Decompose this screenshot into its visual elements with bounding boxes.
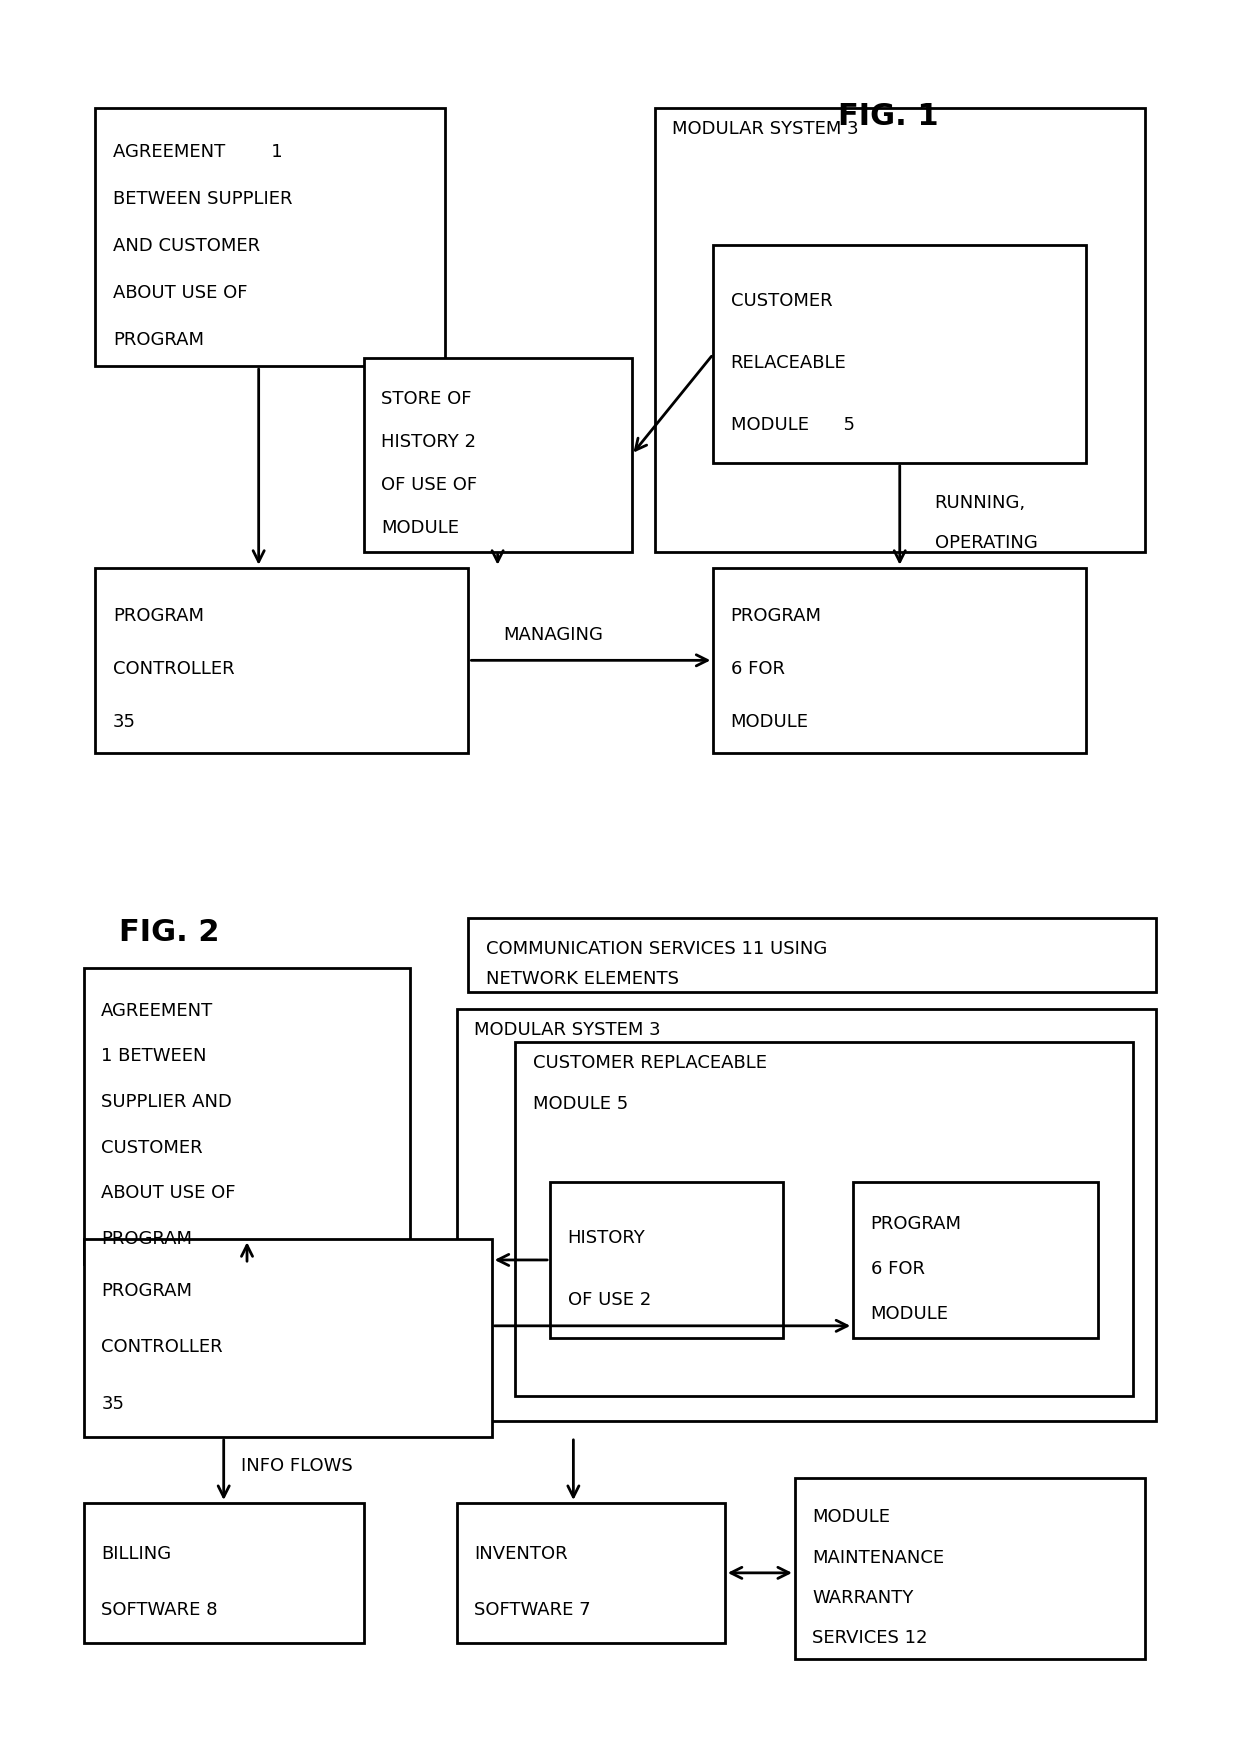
- Text: AGREEMENT: AGREEMENT: [102, 1002, 213, 1020]
- Text: AGREEMENT        1: AGREEMENT 1: [113, 144, 283, 161]
- Bar: [95, 109, 445, 366]
- Bar: [84, 1503, 363, 1643]
- Text: MODULE: MODULE: [381, 519, 459, 538]
- Text: SUPPLIER AND: SUPPLIER AND: [102, 1093, 232, 1111]
- Text: FIG. 2: FIG. 2: [119, 918, 219, 948]
- Text: WARRANTY: WARRANTY: [812, 1589, 914, 1607]
- Bar: [515, 1042, 1133, 1396]
- Text: MODULAR SYSTEM 3: MODULAR SYSTEM 3: [474, 1021, 661, 1039]
- Text: MODULAR SYSTEM 3: MODULAR SYSTEM 3: [672, 121, 859, 138]
- Bar: [363, 357, 631, 552]
- Text: CUSTOMER: CUSTOMER: [102, 1139, 203, 1156]
- Text: MODULE 5: MODULE 5: [532, 1095, 627, 1113]
- Text: CUSTOMER REPLACEABLE: CUSTOMER REPLACEABLE: [532, 1055, 766, 1072]
- Text: MAINTENANCE: MAINTENANCE: [812, 1549, 945, 1566]
- Text: AND CUSTOMER: AND CUSTOMER: [113, 237, 260, 256]
- Text: PROGRAM: PROGRAM: [730, 608, 822, 625]
- Text: STORE OF: STORE OF: [381, 391, 471, 408]
- Text: ABOUT USE OF: ABOUT USE OF: [113, 284, 248, 301]
- Bar: [551, 1181, 784, 1339]
- Text: PROGRAM: PROGRAM: [113, 608, 203, 625]
- Text: BILLING: BILLING: [102, 1545, 171, 1563]
- Bar: [84, 967, 410, 1265]
- Text: 1 BETWEEN: 1 BETWEEN: [102, 1048, 207, 1065]
- Text: MODULE: MODULE: [870, 1305, 949, 1323]
- Text: BETWEEN SUPPLIER: BETWEEN SUPPLIER: [113, 191, 293, 208]
- Text: SOFTWARE 8: SOFTWARE 8: [102, 1601, 218, 1619]
- Text: FIG. 1: FIG. 1: [838, 102, 939, 131]
- Text: RELACEABLE: RELACEABLE: [730, 354, 847, 371]
- Text: PROGRAM: PROGRAM: [102, 1282, 192, 1300]
- Bar: [456, 1009, 1156, 1421]
- Text: MANAGING: MANAGING: [503, 625, 604, 645]
- Text: CONTROLLER: CONTROLLER: [102, 1339, 223, 1356]
- Text: CONTROLLER: CONTROLLER: [113, 661, 234, 678]
- Bar: [84, 1239, 492, 1437]
- Text: PROGRAM: PROGRAM: [102, 1230, 192, 1247]
- Text: 6 FOR: 6 FOR: [870, 1260, 925, 1277]
- Text: NETWORK ELEMENTS: NETWORK ELEMENTS: [486, 971, 680, 988]
- Text: PROGRAM: PROGRAM: [113, 331, 203, 349]
- Text: HISTORY: HISTORY: [568, 1228, 645, 1247]
- Text: SERVICES 12: SERVICES 12: [812, 1629, 928, 1647]
- Bar: [456, 1503, 725, 1643]
- Text: 6 FOR: 6 FOR: [730, 661, 785, 678]
- Text: 35: 35: [102, 1395, 124, 1412]
- Text: MODULE: MODULE: [812, 1508, 890, 1526]
- Text: INFO FLOWS: INFO FLOWS: [241, 1458, 353, 1475]
- Text: SOFTWARE 7: SOFTWARE 7: [474, 1601, 591, 1619]
- Text: CUSTOMER: CUSTOMER: [730, 293, 832, 310]
- Text: ABOUT USE OF: ABOUT USE OF: [102, 1184, 236, 1202]
- Bar: [795, 1479, 1145, 1659]
- Text: 35: 35: [113, 713, 136, 731]
- Bar: [469, 918, 1156, 992]
- Text: PROGRAM: PROGRAM: [870, 1216, 961, 1233]
- Bar: [655, 109, 1145, 552]
- Bar: [95, 568, 469, 753]
- Text: OF USE 2: OF USE 2: [568, 1291, 651, 1309]
- Text: INVENTOR: INVENTOR: [474, 1545, 568, 1563]
- Text: MODULE      5: MODULE 5: [730, 417, 854, 434]
- Text: HISTORY 2: HISTORY 2: [381, 433, 476, 452]
- Bar: [713, 245, 1086, 463]
- Text: MODULE: MODULE: [730, 713, 808, 731]
- Text: COMMUNICATION SERVICES 11 USING: COMMUNICATION SERVICES 11 USING: [486, 941, 827, 958]
- Bar: [853, 1181, 1097, 1339]
- Text: RUNNING,: RUNNING,: [935, 494, 1025, 512]
- Text: OPERATING: OPERATING: [935, 534, 1038, 552]
- Text: OF USE OF: OF USE OF: [381, 477, 477, 494]
- Bar: [713, 568, 1086, 753]
